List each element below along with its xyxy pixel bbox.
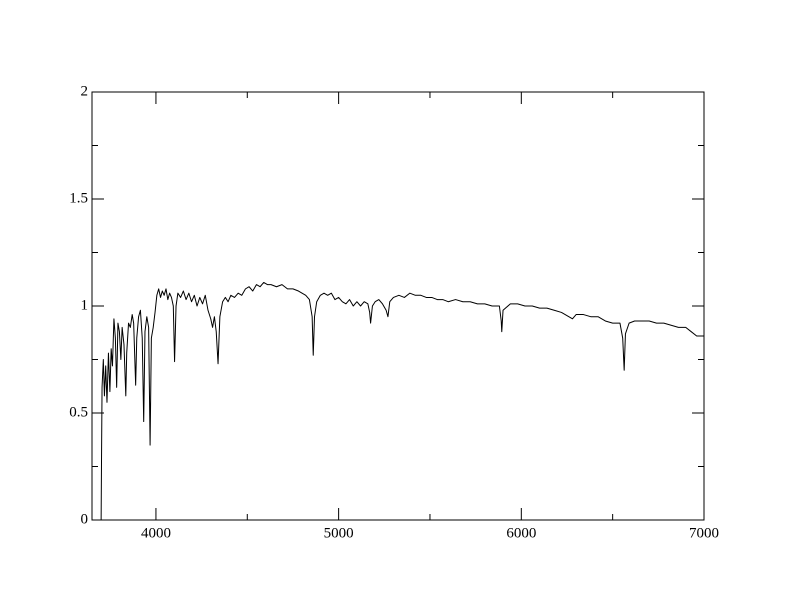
x-tick-label: 5000 xyxy=(324,525,354,541)
plot-frame xyxy=(91,91,705,521)
y-tick-label: 1 xyxy=(81,297,89,313)
spectrum-line xyxy=(100,281,704,521)
y-tick-label: 2 xyxy=(81,83,89,99)
x-tick-label: 7000 xyxy=(689,525,719,541)
x-tick-label: 6000 xyxy=(506,525,536,541)
y-tick-label: 0.5 xyxy=(69,404,88,420)
x-tick-label: 4000 xyxy=(141,525,171,541)
y-tick-label: 0 xyxy=(81,511,89,527)
y-tick-label: 1.5 xyxy=(69,190,88,206)
